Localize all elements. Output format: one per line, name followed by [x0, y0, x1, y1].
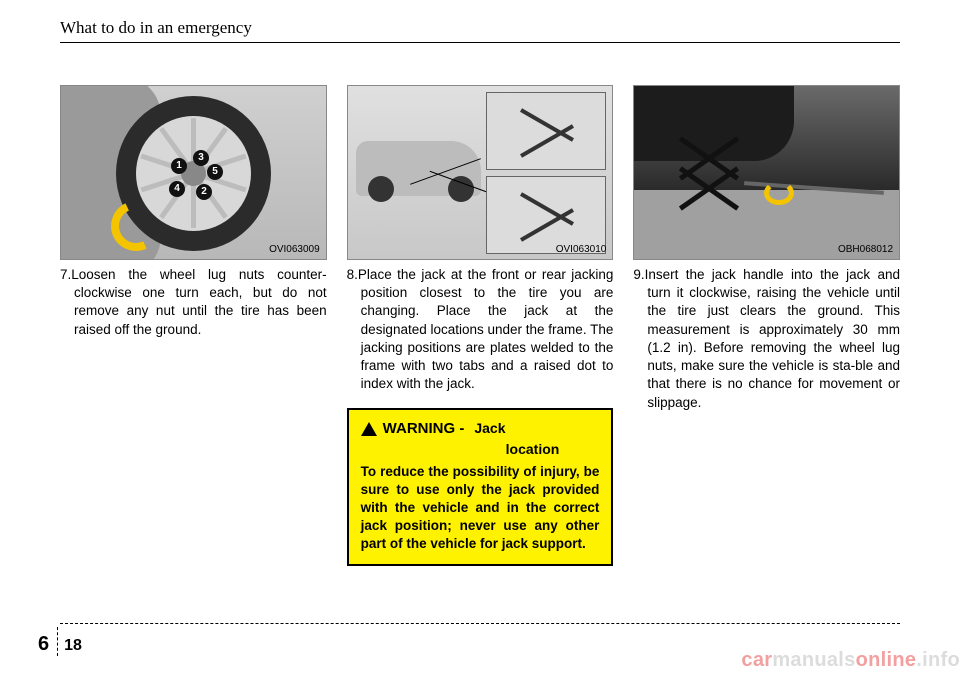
lug-3: 3	[193, 150, 209, 166]
warning-box: WARNING - Jack location To reduce the po…	[347, 408, 614, 566]
content-columns: 1 2 3 4 5 OVI063009 7.Loosen the wheel l…	[60, 85, 900, 566]
warning-body: To reduce the possibility of injury, be …	[361, 463, 600, 554]
figure-ref-2: OVI063010	[556, 244, 607, 255]
figure-ref-1: OVI063009	[269, 244, 320, 255]
lug-5: 5	[207, 164, 223, 180]
column-2: OVI063010 8.Place the jack at the front …	[347, 85, 614, 566]
page-number: 18	[64, 637, 82, 656]
step-7-text: 7.Loosen the wheel lug nuts counter-cloc…	[60, 266, 327, 339]
step-9-text: 9.Insert the jack handle into the jack a…	[633, 266, 900, 412]
warning-label: WARNING -	[383, 420, 465, 437]
column-3: OBH068012 9.Insert the jack handle into …	[633, 85, 900, 566]
lug-4: 4	[169, 181, 185, 197]
watermark: carmanualsonline.info	[741, 649, 960, 672]
footer-rule	[60, 623, 900, 624]
section-number: 6	[38, 627, 58, 656]
page-number-box: 6 18	[38, 627, 82, 656]
column-1: 1 2 3 4 5 OVI063009 7.Loosen the wheel l…	[60, 85, 327, 566]
page-header: What to do in an emergency	[60, 18, 900, 43]
figure-wheel-lugs: 1 2 3 4 5 OVI063009	[60, 85, 327, 260]
jack-illustration	[348, 86, 613, 259]
handle-illustration	[634, 86, 899, 259]
step-8-text: 8.Place the jack at the front or rear ja…	[347, 266, 614, 394]
warning-subject-line2: location	[361, 441, 600, 459]
warning-triangle-icon	[361, 422, 377, 436]
arrow-clockwise-icon	[764, 181, 794, 205]
figure-ref-3: OBH068012	[838, 244, 893, 255]
lug-2: 2	[196, 184, 212, 200]
figure-jack-handle: OBH068012	[633, 85, 900, 260]
lug-1: 1	[171, 158, 187, 174]
page-title: What to do in an emergency	[60, 18, 900, 38]
wheel-illustration: 1 2 3 4 5	[61, 86, 326, 259]
figure-jack-position: OVI063010	[347, 85, 614, 260]
warning-subject: Jack	[474, 420, 505, 436]
warning-title-row: WARNING - Jack	[361, 420, 600, 437]
